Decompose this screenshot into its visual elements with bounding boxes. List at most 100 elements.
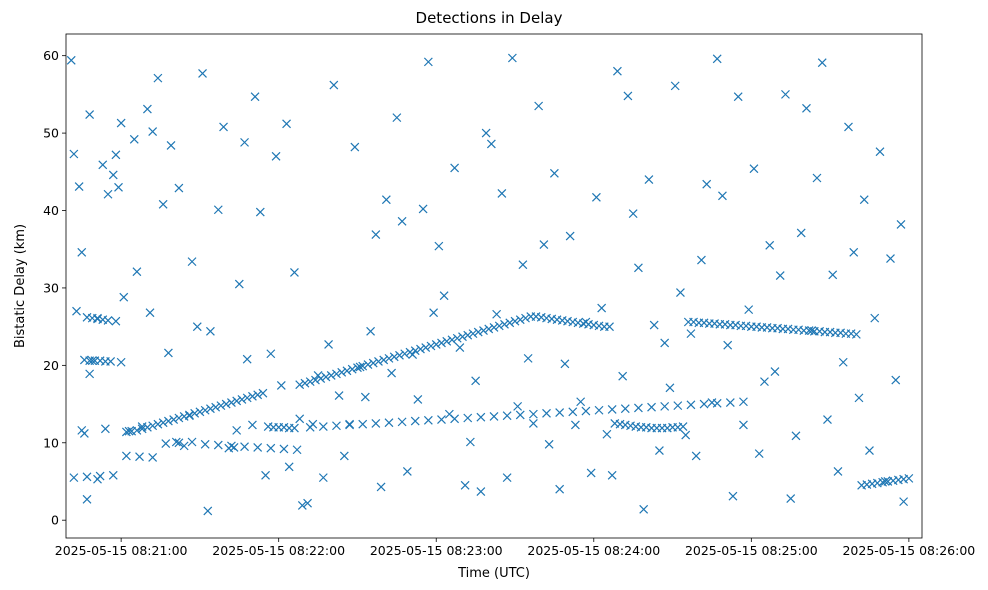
data-point — [434, 241, 444, 251]
data-point — [342, 366, 352, 376]
data-point — [633, 403, 643, 413]
y-axis: 0 10 20 30 40 50 60 — [43, 48, 66, 528]
data-point — [817, 58, 827, 68]
data-point — [213, 440, 223, 450]
data-point — [337, 367, 347, 377]
data-point — [389, 352, 399, 362]
data-point — [473, 327, 483, 337]
data-point — [486, 139, 496, 149]
data-point — [237, 394, 247, 404]
data-point — [515, 410, 525, 420]
data-point — [807, 326, 817, 335]
data-point — [402, 466, 412, 476]
data-point — [492, 309, 502, 319]
data-point — [896, 220, 906, 229]
data-point — [607, 405, 617, 414]
data-point — [479, 326, 488, 335]
data-point — [484, 324, 494, 334]
data-point — [429, 308, 439, 318]
data-point — [111, 150, 121, 160]
data-point — [597, 303, 607, 313]
data-point — [318, 473, 328, 483]
data-point — [205, 404, 215, 414]
data-point — [358, 361, 368, 371]
data-points — [66, 54, 914, 516]
data-point — [851, 329, 861, 339]
data-point — [502, 473, 512, 483]
data-point — [326, 370, 336, 380]
data-point — [171, 437, 181, 447]
data-point — [305, 422, 315, 432]
data-point — [148, 127, 158, 136]
data-point — [418, 204, 428, 214]
data-point — [570, 420, 580, 430]
data-point — [142, 422, 152, 432]
data-point — [290, 423, 299, 433]
data-point — [332, 421, 341, 431]
data-point — [232, 425, 242, 435]
plot-frame — [65, 33, 923, 539]
data-point — [174, 183, 184, 193]
data-point — [620, 404, 630, 414]
data-point — [179, 441, 189, 451]
data-point — [397, 216, 407, 226]
data-point — [111, 316, 121, 326]
data-point — [875, 147, 885, 157]
data-point — [528, 418, 538, 428]
data-point — [476, 412, 486, 422]
data-point — [733, 92, 743, 102]
data-point — [148, 453, 158, 462]
data-point — [255, 207, 265, 217]
data-point — [108, 470, 118, 480]
data-point — [744, 305, 754, 315]
data-point — [135, 452, 144, 462]
data-point — [371, 418, 381, 428]
data-point — [98, 160, 108, 170]
x-axis: 2025-05-15 08:21:00 2025-05-15 08:22:00 20… — [55, 538, 975, 558]
data-point — [450, 163, 460, 173]
data-point — [426, 341, 436, 351]
data-point — [791, 431, 801, 441]
data-point — [163, 416, 173, 426]
data-point — [463, 413, 473, 423]
data-point — [371, 230, 381, 239]
data-point — [145, 308, 155, 318]
x-tick-label: 2025-05-15 08:24:00 — [527, 543, 660, 558]
data-point — [739, 397, 748, 407]
data-point — [153, 73, 163, 83]
data-point — [211, 402, 221, 412]
data-point — [644, 175, 654, 184]
data-point — [345, 420, 355, 430]
data-point — [765, 240, 775, 250]
data-point — [439, 291, 449, 301]
data-point — [712, 54, 722, 64]
data-point — [200, 405, 210, 415]
data-point — [334, 391, 344, 400]
data-point — [660, 338, 670, 348]
y-tick-label: 50 — [43, 126, 59, 141]
data-point — [534, 101, 544, 111]
data-point — [568, 407, 578, 417]
data-point — [612, 66, 622, 76]
y-axis-title: Bistatic Delay (km) — [13, 224, 28, 348]
data-point — [250, 92, 260, 102]
data-point — [481, 128, 491, 138]
data-point — [114, 182, 123, 192]
data-point — [66, 55, 76, 65]
data-point — [103, 316, 113, 325]
data-point — [854, 393, 864, 403]
data-point — [521, 313, 530, 323]
data-point — [565, 231, 575, 241]
data-point — [240, 442, 249, 452]
y-tick-label: 10 — [43, 435, 59, 450]
data-point — [363, 360, 373, 370]
data-point — [416, 344, 425, 354]
data-point — [515, 315, 525, 325]
data-point — [234, 279, 244, 289]
data-point — [844, 122, 853, 132]
data-point — [279, 444, 289, 454]
data-point — [121, 451, 131, 461]
data-point — [618, 371, 628, 381]
data-point — [360, 392, 370, 402]
data-point — [187, 437, 197, 447]
